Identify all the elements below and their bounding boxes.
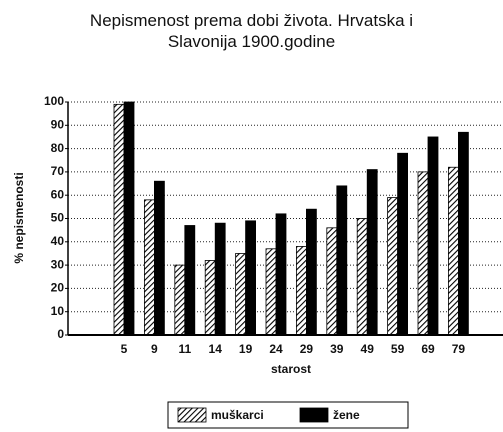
bar (204, 260, 216, 336)
bar (397, 152, 409, 336)
bar (245, 220, 257, 336)
y-tick-label: 60 (51, 187, 65, 201)
bar (123, 101, 135, 336)
y-axis-label: % nepismenosti (12, 172, 26, 263)
bar (417, 171, 429, 336)
x-tick-label: 79 (452, 342, 466, 356)
x-tick-label: 24 (269, 342, 283, 356)
x-tick-label: 59 (391, 342, 405, 356)
bar (366, 169, 378, 336)
bar (214, 222, 226, 336)
bar (427, 136, 439, 336)
y-tick-label: 30 (51, 257, 65, 271)
bar (275, 213, 287, 336)
y-tick-label: 90 (51, 117, 65, 131)
bar (356, 218, 368, 336)
bar (174, 264, 186, 336)
x-tick-label: 19 (239, 342, 253, 356)
bar (387, 197, 399, 336)
legend-swatch (177, 407, 207, 423)
y-tick-label: 0 (57, 327, 64, 341)
y-tick-label: 70 (51, 164, 65, 178)
y-tick-label: 10 (51, 304, 65, 318)
legend-swatch (299, 407, 329, 423)
bar (153, 180, 165, 336)
bar (457, 131, 469, 336)
bar (295, 246, 307, 336)
x-tick-label: 29 (300, 342, 314, 356)
x-axis-label: starost (271, 362, 311, 376)
bar (447, 166, 459, 336)
title-box: Nepismenost prema dobi života. Hrvatska … (0, 10, 503, 52)
y-tick-label: 100 (44, 94, 64, 108)
y-tick-label: 80 (51, 141, 65, 155)
x-tick-label: 5 (121, 342, 128, 356)
chart-title: Nepismenost prema dobi života. Hrvatska … (89, 11, 414, 51)
bar (305, 208, 317, 336)
bar (235, 253, 247, 336)
bar (336, 185, 348, 336)
x-tick-label: 14 (209, 342, 223, 356)
x-tick-label: 9 (151, 342, 158, 356)
bar (265, 248, 277, 336)
x-tick-label: 49 (361, 342, 375, 356)
y-tick-label: 40 (51, 234, 65, 248)
bar (184, 225, 196, 336)
bar (113, 103, 125, 336)
x-tick-label: 11 (178, 342, 191, 356)
bar (143, 199, 155, 336)
legend-label: žene (333, 408, 360, 422)
y-tick-label: 20 (51, 281, 65, 295)
x-tick-label: 69 (421, 342, 435, 356)
legend-box (167, 401, 409, 429)
legend-label: muškarci (211, 408, 264, 422)
x-tick-label: 39 (330, 342, 344, 356)
bar (326, 227, 338, 336)
y-tick-label: 50 (51, 211, 65, 225)
